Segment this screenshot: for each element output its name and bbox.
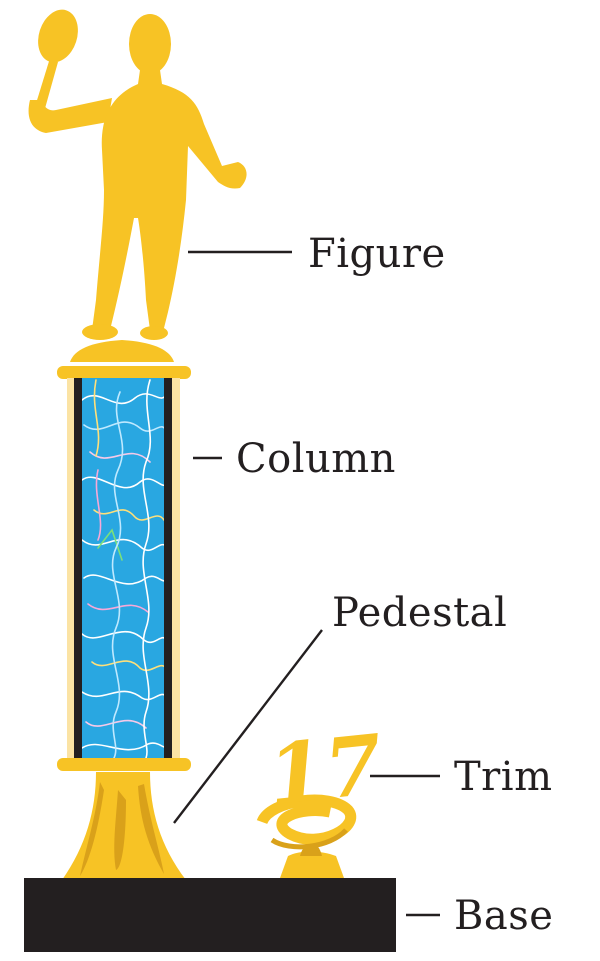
column-rod-left <box>67 378 75 760</box>
trim-base <box>280 851 344 878</box>
label-figure: Figure <box>308 231 446 277</box>
racket-handle <box>34 58 58 112</box>
figure-foot-right <box>140 326 168 340</box>
pedestal-flute-1 <box>80 782 104 876</box>
bottom-plate <box>57 758 191 771</box>
figure-head <box>129 14 171 74</box>
pedestal-part <box>62 772 186 880</box>
racket-head <box>38 9 78 63</box>
trim-part: 17 <box>256 717 387 878</box>
top-plate <box>57 366 191 379</box>
pedestal-leader-line <box>173 629 323 824</box>
figure-foot-left <box>82 324 118 340</box>
column-part <box>57 378 191 771</box>
column-rod-right <box>172 378 180 760</box>
label-pedestal: Pedestal <box>332 590 507 636</box>
figure-part <box>28 9 247 379</box>
figure-mount-cap <box>70 340 174 362</box>
figure-torso <box>92 70 247 330</box>
label-base: Base <box>454 893 553 939</box>
column-tube <box>82 378 164 760</box>
figure-raised-arm <box>28 98 112 133</box>
column-edge-right <box>164 378 172 760</box>
trim-ribbon <box>256 794 356 845</box>
pedestal-flute-3 <box>138 784 164 874</box>
label-trim: Trim <box>454 754 553 800</box>
trim-ribbon-shadow <box>270 828 348 850</box>
column-edge-left <box>74 378 82 760</box>
trim-number: 17 <box>263 717 387 824</box>
label-column: Column <box>236 436 396 482</box>
base-block <box>24 878 396 952</box>
pedestal-flute-2 <box>114 790 126 870</box>
column-swirl-pattern <box>82 379 164 758</box>
